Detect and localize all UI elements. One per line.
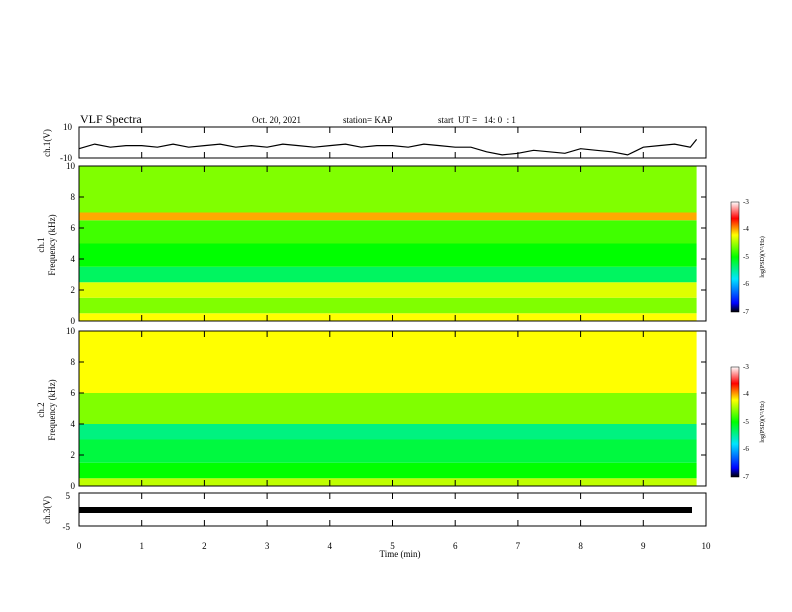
ch1-ytick-top: 10 [63,122,73,132]
ytick-label: 10 [66,161,76,171]
figure-title: VLF Spectra [80,112,142,126]
spectrogram-band-0 [79,478,697,486]
xtick-label: 3 [265,541,270,551]
ytick-label: 10 [66,326,76,336]
spectrogram-band-0 [79,313,697,321]
ch2-colorbar-tick-m4: -4 [743,390,749,398]
time-axis-label: Time (min) [380,549,421,559]
ytick-label: 6 [71,388,76,398]
ch1-colorbar-tick-m6: -6 [743,280,749,288]
ch1-ytick-bottom: -10 [60,153,72,163]
ch3-signal-band [79,507,692,513]
xtick-label: 4 [328,541,333,551]
ch2-colorbar-tick-m6: -6 [743,445,749,453]
spectrogram-band-7 [79,166,697,213]
ch2-colorbar-tick-m3: -3 [743,363,749,371]
ch3-ytick-bottom: -5 [63,522,71,532]
spectrogram-band-2 [79,282,697,298]
ch2-spectrogram-panel: ch.2 Frequency (kHz) 0 2 4 6 8 10 [36,326,707,491]
spectrogram-band-3 [79,424,697,440]
ch3-waveform-ylabel: ch.3(V) [42,496,52,524]
ch1-spectrogram-image [79,166,697,321]
ch1-colorbar-tick-m5: -5 [743,253,749,261]
xtick-label: 6 [453,541,458,551]
ytick-label: 0 [71,481,76,491]
xtick-label: 5 [390,541,395,551]
ch1-waveform-ylabel: ch.1(V) [42,129,52,157]
ytick-label: 0 [71,316,76,326]
xtick-label: 9 [641,541,646,551]
ytick-label: 2 [71,450,76,460]
spectrogram-band-5 [79,331,697,393]
xtick-label: 8 [578,541,583,551]
ch1-colorbar-label: log(PSD)(V²/Hz) [759,236,766,277]
xtick-label: 1 [139,541,144,551]
xtick-label: 10 [702,541,712,551]
ch1-spectrogram-ylabel: Frequency (kHz) [47,214,57,275]
ch2-spectrogram-ylabel-channel: ch.2 [36,402,46,417]
ytick-label: 4 [71,254,76,264]
spectrogram-band-6 [79,212,697,221]
ch2-colorbar-gradient [730,366,740,478]
ch1-colorbar-tick-m3: -3 [743,198,749,206]
ch1-colorbar-tick-m7: -7 [743,308,749,316]
ytick-label: 8 [71,192,76,202]
date-label: Oct. 20, 2021 [252,115,301,125]
ch2-colorbar: -3 -4 -5 -6 -7 log(PSD)(V²/Hz) [730,363,766,481]
ytick-label: 8 [71,357,76,367]
ch2-colorbar-label: log(PSD)(V²/Hz) [759,401,766,442]
ch1-spectrogram-panel: ch.1 Frequency (kHz) 0 2 4 6 8 10 [36,161,707,326]
spectrogram-band-4 [79,393,697,424]
ch3-ytick-top: 5 [66,491,71,501]
spectrogram-band-3 [79,266,697,283]
spectrogram-band-5 [79,220,697,244]
ytick-label: 4 [71,419,76,429]
ch1-colorbar-gradient [730,201,740,313]
ch1-spectrogram-ylabel-channel: ch.1 [36,237,46,252]
ch2-colorbar-tick-m5: -5 [743,418,749,426]
xtick-label: 0 [77,541,82,551]
ch1-colorbar-tick-m4: -4 [743,225,749,233]
ytick-label: 2 [71,285,76,295]
xtick-label: 2 [202,541,207,551]
ch2-spectrogram-ylabel: Frequency (kHz) [47,379,57,440]
ch2-colorbar-tick-m7: -7 [743,473,749,481]
station-label: station= KAP [343,115,393,125]
start-time-label: start UT = 14: 0 : 1 [438,115,516,125]
spectrogram-band-2 [79,439,697,463]
xtick-label: 7 [516,541,521,551]
spectrogram-band-1 [79,462,697,479]
ch2-spectrogram-image [79,331,697,486]
time-axis: 0 1 2 3 4 5 6 7 8 9 10 [77,127,711,551]
spectrogram-band-4 [79,243,697,267]
spectrogram-band-1 [79,297,697,314]
ch1-colorbar: -3 -4 -5 -6 -7 log(PSD)(V²/Hz) [730,198,766,316]
ch1-waveform-line [78,139,698,156]
ytick-label: 6 [71,223,76,233]
